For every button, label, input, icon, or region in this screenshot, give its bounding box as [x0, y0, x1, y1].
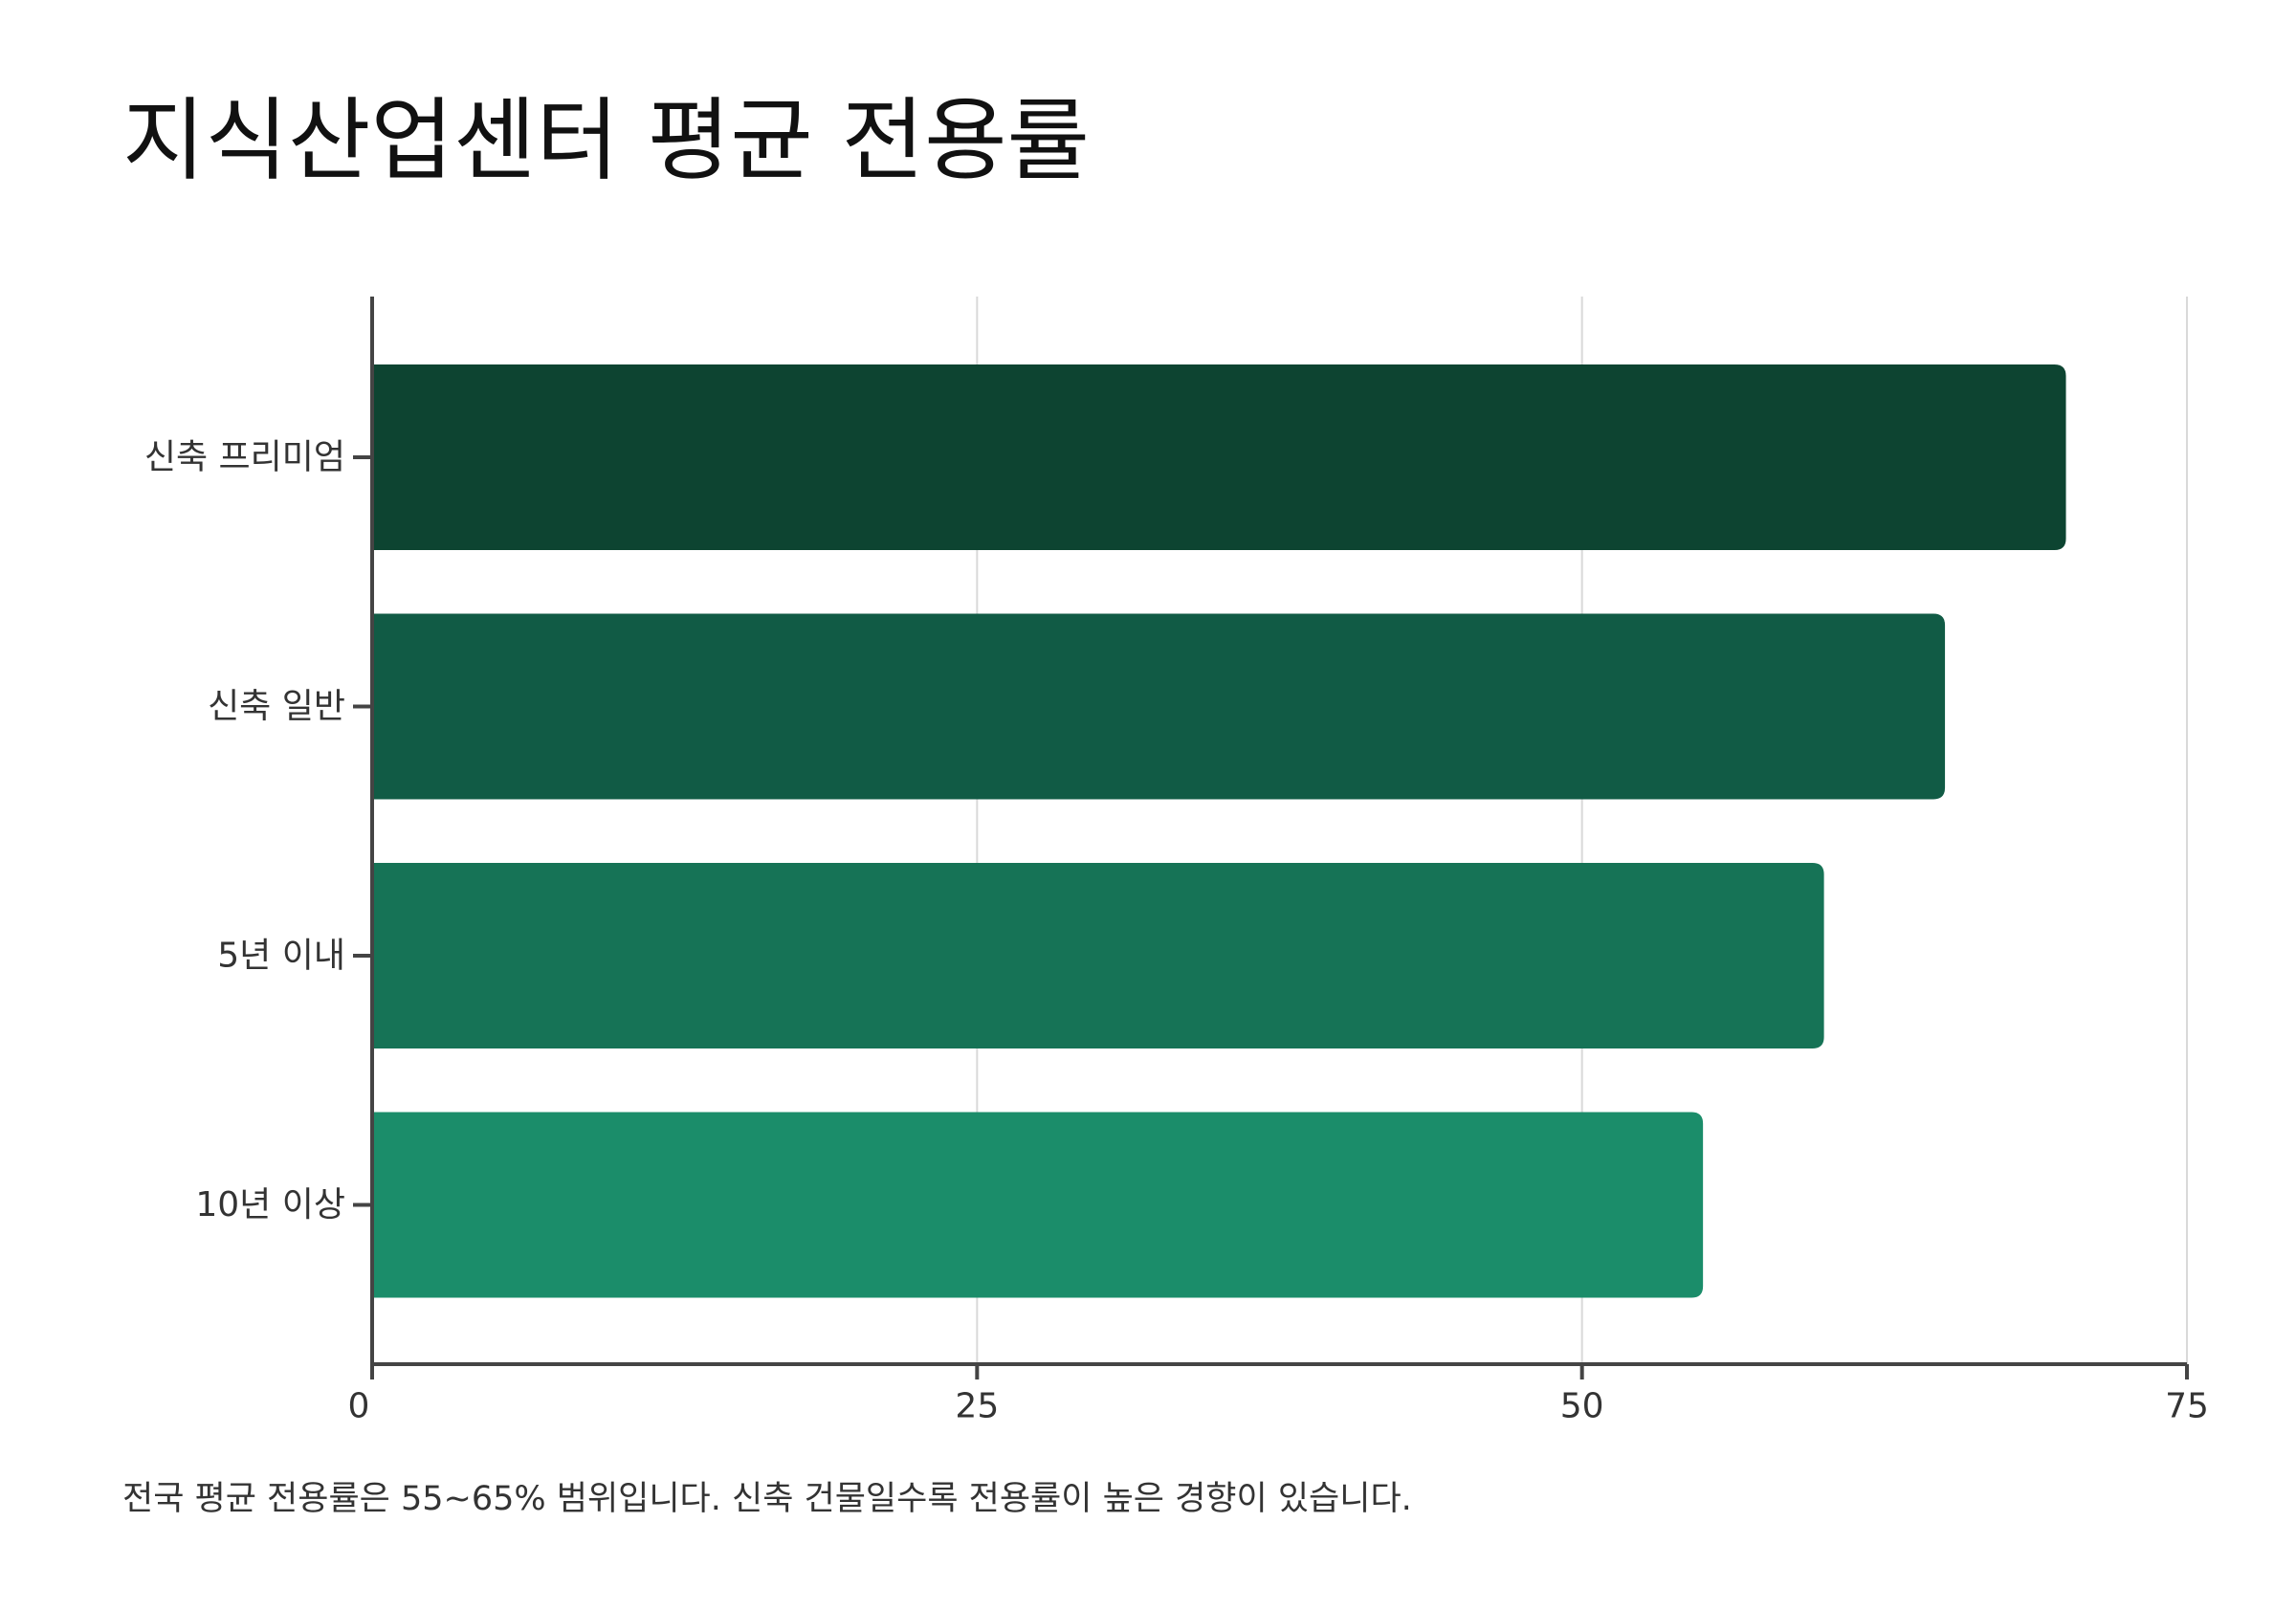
y-tick-label-1: 신축 프리미엄	[144, 438, 345, 477]
chart-footnote: 전국 평균 전용률은 55~65% 범위입니다. 신축 건물일수록 전용률이 높…	[122, 1480, 1412, 1518]
x-tick-label-3: 75	[2165, 1387, 2209, 1426]
y-tick-label-3: 5년 이내	[217, 937, 345, 976]
x-tick-label-2: 50	[1560, 1387, 1604, 1426]
bar-2	[372, 613, 1946, 800]
bar-3	[372, 863, 1824, 1048]
bar-4	[372, 1112, 1704, 1298]
y-tick-label-4: 10년 이상	[195, 1185, 345, 1225]
axes	[353, 297, 2189, 1379]
x-tick-label-1: 25	[955, 1387, 999, 1426]
bars	[372, 364, 2066, 1298]
bar-1	[372, 364, 2066, 550]
chart-title: 지식산업센터 평균 전용률	[122, 89, 1091, 193]
y-tick-label-2: 신축 일반	[208, 687, 345, 726]
x-tick-label-0: 0	[348, 1387, 370, 1426]
